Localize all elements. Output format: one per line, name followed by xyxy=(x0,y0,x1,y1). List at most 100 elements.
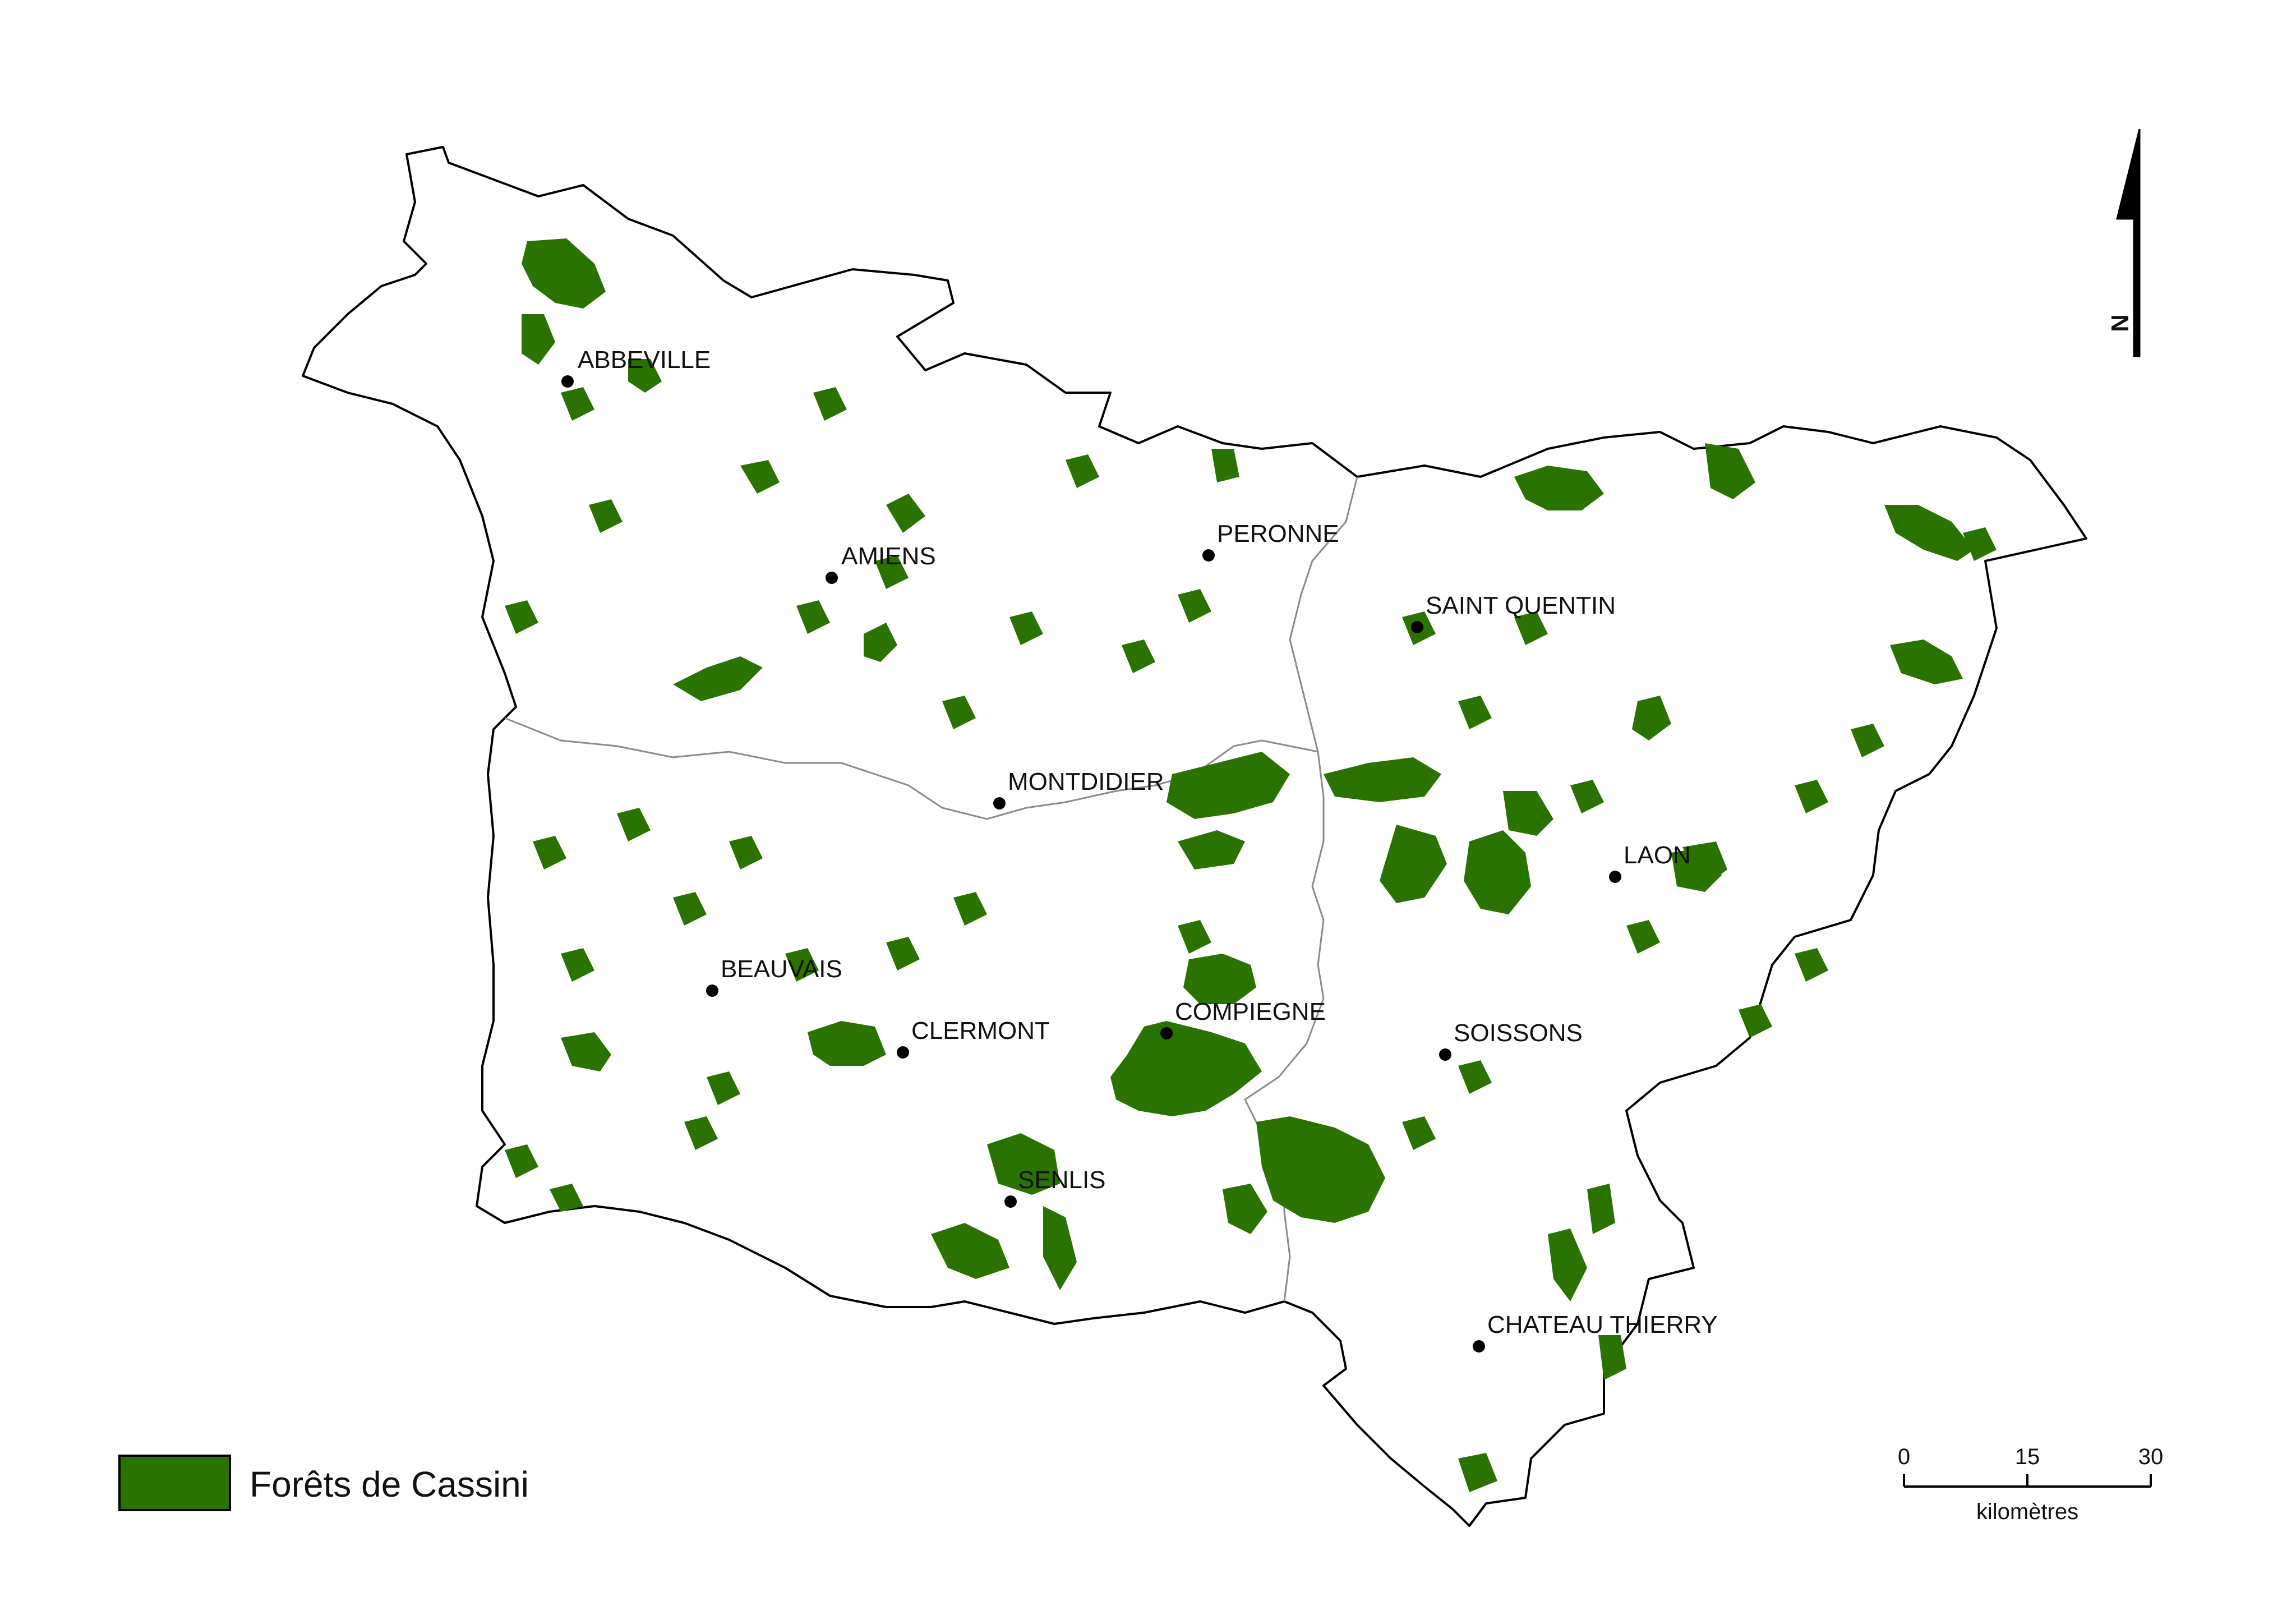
forest-patch xyxy=(1890,640,1963,684)
forest-patch xyxy=(953,892,987,926)
city-label: AMIENS xyxy=(841,542,936,570)
forest-patch xyxy=(1458,1453,1497,1492)
city-label: SENLIS xyxy=(1018,1166,1106,1194)
forest-patch xyxy=(550,1184,583,1212)
legend-label: Forêts de Cassini xyxy=(250,1464,529,1505)
forest-patch xyxy=(1122,640,1155,673)
forest-patch xyxy=(505,1144,538,1178)
forest-patch xyxy=(1587,1184,1615,1234)
city-marker xyxy=(897,1046,909,1059)
north-arrow: N xyxy=(2106,128,2141,357)
scale-tick-15: 15 xyxy=(2015,1444,2040,1469)
forest-patch xyxy=(561,1032,611,1071)
forest-patch xyxy=(1380,825,1447,903)
forest-layer xyxy=(505,238,1997,1492)
city-marker xyxy=(1473,1340,1485,1352)
forest-patch xyxy=(1598,1335,1626,1380)
forest-patch xyxy=(561,387,594,421)
forest-patch xyxy=(522,238,606,309)
forest-patch xyxy=(1548,1229,1587,1301)
legend: Forêts de Cassini xyxy=(118,1455,529,1511)
forest-patch xyxy=(942,696,976,729)
forest-patch xyxy=(931,1223,1009,1279)
forest-patch xyxy=(808,1021,886,1066)
city-label: SAINT QUENTIN xyxy=(1426,592,1616,619)
forest-patch xyxy=(1884,505,1974,561)
forest-patch xyxy=(589,499,623,533)
forest-patch xyxy=(673,656,763,701)
city-marker xyxy=(1160,1027,1173,1039)
forest-patch xyxy=(740,460,780,494)
city-label: ABBEVILLE xyxy=(578,346,711,374)
city-peronne: PERONNE xyxy=(1202,520,1339,562)
city-marker xyxy=(706,984,718,997)
forest-patch xyxy=(1626,920,1660,954)
forest-patch xyxy=(886,494,925,533)
forest-patch xyxy=(1043,1206,1077,1290)
north-arrow-icon xyxy=(2116,128,2141,357)
scale-bar-line xyxy=(1903,1474,2152,1488)
forest-patch xyxy=(1009,611,1043,645)
city-amiens: AMIENS xyxy=(826,542,936,584)
forest-patch xyxy=(533,836,566,869)
city-laon: LAON xyxy=(1609,841,1691,883)
city-label: CHATEAU THIERRY xyxy=(1487,1311,1718,1338)
forest-patch xyxy=(1503,791,1553,836)
city-marker xyxy=(1439,1048,1451,1061)
forest-patch xyxy=(796,600,830,634)
city-marker xyxy=(826,572,838,584)
city-abbeville: ABBEVILLE xyxy=(561,346,711,388)
city-label: BEAUVAIS xyxy=(721,955,842,983)
forest-patch xyxy=(1167,752,1290,819)
scale-bar: 0 15 30 kilomètres xyxy=(1898,1444,2163,1524)
forest-patch xyxy=(1183,954,1256,1004)
city-senlis: SENLIS xyxy=(1004,1166,1106,1208)
scale-unit: kilomètres xyxy=(1976,1499,2078,1524)
forest-patch xyxy=(1066,454,1099,488)
forest-patch xyxy=(1110,1021,1262,1116)
city-marker xyxy=(993,797,1006,809)
forest-patch xyxy=(1570,780,1604,813)
forest-patch xyxy=(1851,724,1884,757)
forest-patch xyxy=(1178,589,1211,623)
forest-patch xyxy=(1514,611,1548,645)
forest-patch xyxy=(1211,449,1239,482)
forest-patch xyxy=(1458,696,1492,729)
city-marker xyxy=(1202,549,1215,562)
forest-patch xyxy=(1682,841,1727,886)
forest-patch xyxy=(1795,780,1828,813)
forest-patch xyxy=(561,948,594,982)
north-label: N xyxy=(2106,314,2134,332)
forest-patch xyxy=(673,892,707,926)
forest-patch xyxy=(813,387,847,421)
forest-patch xyxy=(1464,830,1531,914)
forest-patch xyxy=(864,623,897,662)
forest-patch xyxy=(1632,696,1671,740)
scale-tick-0: 0 xyxy=(1898,1444,1910,1469)
legend-swatch xyxy=(118,1455,231,1511)
city-compiegne: COMPIEGNE xyxy=(1160,998,1326,1039)
forest-patch xyxy=(1514,466,1604,510)
forest-patch xyxy=(505,600,538,634)
city-label: COMPIEGNE xyxy=(1175,998,1326,1025)
scale-tick-30: 30 xyxy=(2138,1444,2164,1469)
forest-patch xyxy=(1178,920,1211,954)
city-label: MONTDIDIER xyxy=(1008,768,1164,795)
city-label: PERONNE xyxy=(1217,520,1339,548)
city-saint-quentin: SAINT QUENTIN xyxy=(1411,592,1616,633)
forest-patch xyxy=(628,359,662,393)
city-marker xyxy=(1609,871,1621,883)
forest-patch xyxy=(1178,830,1245,869)
forest-patch xyxy=(886,937,920,970)
city-chateau-thierry: CHATEAU THIERRY xyxy=(1473,1311,1718,1352)
forest-patch xyxy=(1795,948,1828,982)
city-beauvais: BEAUVAIS xyxy=(706,955,842,997)
forest-patch xyxy=(1963,527,1997,561)
forest-patch xyxy=(707,1071,740,1105)
forest-patch xyxy=(617,808,651,841)
city-label: SOISSONS xyxy=(1454,1019,1583,1047)
forest-patch xyxy=(522,314,555,365)
forest-patch xyxy=(785,948,819,982)
city-montdidier: MONTDIDIER xyxy=(993,768,1164,809)
